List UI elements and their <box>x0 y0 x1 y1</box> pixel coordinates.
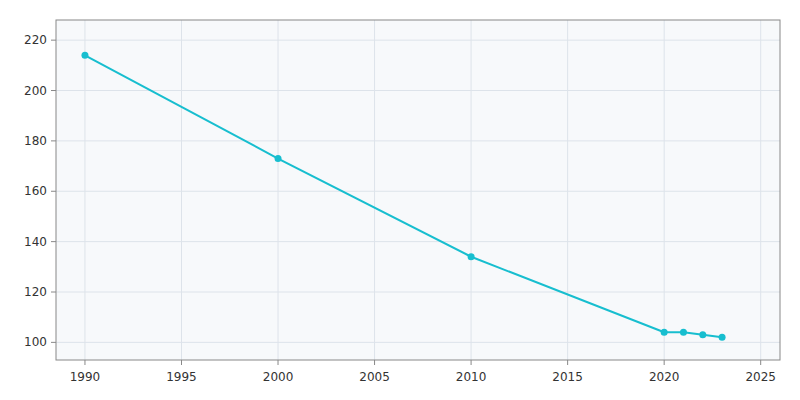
point <box>468 253 475 260</box>
y-tick <box>51 40 56 41</box>
point <box>661 329 668 336</box>
y-tick-label: 180 <box>24 134 47 148</box>
x-tick-label: 2020 <box>649 370 680 384</box>
x-grid-line <box>567 20 568 360</box>
y-grid-line <box>56 241 780 242</box>
x-tick <box>181 360 182 365</box>
x-tick-label: 1995 <box>166 370 197 384</box>
y-tick-label: 160 <box>24 184 47 198</box>
chart-svg: 1990 1995 2000 2005 2010 2015 2020 2025 100 120 14… <box>0 0 800 400</box>
x-tick <box>374 360 375 365</box>
chart-container: 1990 1995 2000 2005 2010 2015 2020 2025 100 120 14… <box>0 0 800 400</box>
x-grid-line <box>664 20 665 360</box>
x-tick <box>278 360 279 365</box>
y-grid-line <box>56 140 780 141</box>
x-tick-label: 2015 <box>552 370 583 384</box>
x-tick-label: 1990 <box>70 370 101 384</box>
x-grid-line <box>471 20 472 360</box>
y-tick <box>51 140 56 141</box>
line <box>85 55 722 337</box>
x-tick-label: 2010 <box>456 370 487 384</box>
y-tick-label: 140 <box>24 235 47 249</box>
x-grid-line <box>84 20 85 360</box>
x-tick <box>471 360 472 365</box>
y-tick <box>51 191 56 192</box>
data-marks <box>81 52 725 341</box>
x-grid-line <box>278 20 279 360</box>
y-tick-label: 220 <box>24 33 47 47</box>
x-tick <box>84 360 85 365</box>
tick-labels: 1990 1995 2000 2005 2010 2015 2020 2025 100 120 14… <box>24 33 776 384</box>
y-grid-line <box>56 40 780 41</box>
x-tick <box>664 360 665 365</box>
x-grid-line <box>374 20 375 360</box>
x-tick-label: 2025 <box>745 370 776 384</box>
plot-background <box>56 20 780 360</box>
x-tick-label: 2000 <box>263 370 294 384</box>
y-tick-label: 120 <box>24 285 47 299</box>
y-tick <box>51 241 56 242</box>
x-tick <box>567 360 568 365</box>
point <box>81 52 88 59</box>
y-tick <box>51 342 56 343</box>
x-tick <box>760 360 761 365</box>
y-grid-line <box>56 292 780 293</box>
y-tick <box>51 292 56 293</box>
y-tick <box>51 90 56 91</box>
y-tick-label: 100 <box>24 335 47 349</box>
point <box>699 331 706 338</box>
y-grid-line <box>56 191 780 192</box>
x-grid-line <box>181 20 182 360</box>
x-tick-label: 2005 <box>359 370 390 384</box>
y-grid-line <box>56 342 780 343</box>
y-grid-line <box>56 90 780 91</box>
point <box>719 334 726 341</box>
point <box>275 155 282 162</box>
point <box>680 329 687 336</box>
y-tick-label: 200 <box>24 84 47 98</box>
x-grid-line <box>760 20 761 360</box>
grid <box>51 20 780 365</box>
plot-frame <box>56 20 780 360</box>
